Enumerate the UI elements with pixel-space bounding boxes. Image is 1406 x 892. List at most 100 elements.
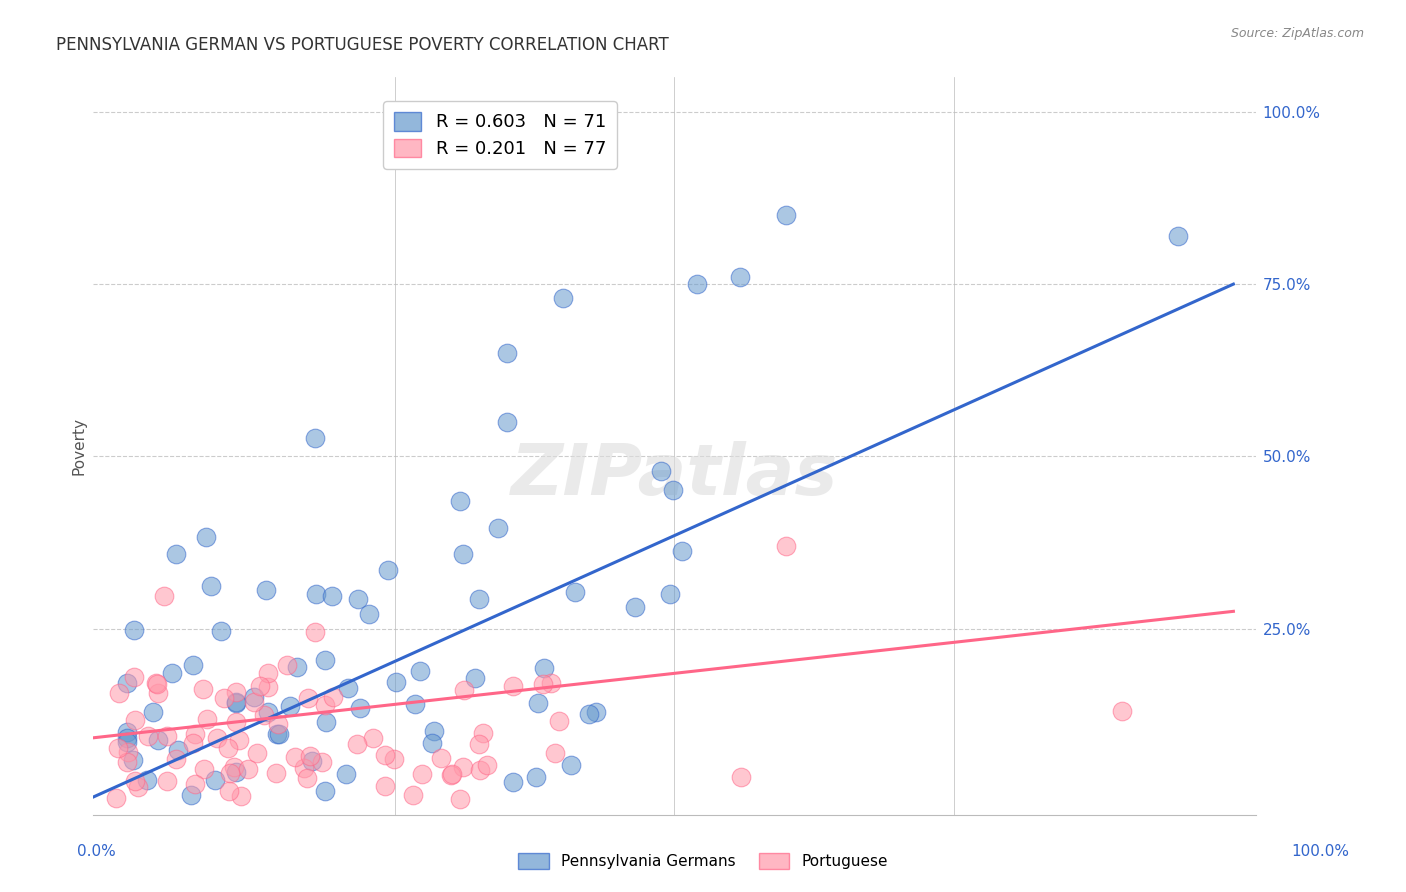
Pennsylvania Germans — [564, 585, 586, 599]
Pennsylvania Germans — [349, 700, 371, 714]
Portuguese — [361, 731, 384, 746]
Portuguese — [440, 768, 463, 782]
Pennsylvania Germans — [527, 696, 550, 710]
Pennsylvania Germans — [165, 547, 187, 561]
Portuguese — [184, 727, 207, 741]
Legend: Pennsylvania Germans, Portuguese: Pennsylvania Germans, Portuguese — [512, 847, 894, 875]
Portuguese — [246, 746, 269, 760]
Text: Source: ZipAtlas.com: Source: ZipAtlas.com — [1230, 27, 1364, 40]
Portuguese — [256, 666, 278, 681]
Pennsylvania Germans — [464, 671, 486, 685]
Portuguese — [222, 760, 245, 774]
Pennsylvania Germans — [278, 699, 301, 714]
Portuguese — [468, 763, 491, 777]
Portuguese — [314, 698, 336, 712]
Portuguese — [264, 765, 287, 780]
Portuguese — [382, 752, 405, 766]
Pennsylvania Germans — [346, 591, 368, 606]
Pennsylvania Germans — [225, 696, 247, 710]
Pennsylvania Germans — [304, 431, 326, 445]
Portuguese — [124, 773, 146, 788]
Pennsylvania Germans — [301, 754, 323, 768]
Portuguese — [430, 751, 453, 765]
Pennsylvania Germans — [524, 770, 547, 784]
Portuguese — [304, 625, 326, 640]
Pennsylvania Germans — [359, 607, 381, 621]
Pennsylvania Germans — [225, 765, 247, 780]
Portuguese — [108, 686, 131, 700]
Pennsylvania Germans — [209, 624, 232, 639]
Pennsylvania Germans — [180, 788, 202, 802]
Pennsylvania Germans — [468, 592, 491, 607]
Portuguese — [276, 658, 298, 673]
Portuguese — [249, 679, 271, 693]
Pennsylvania Germans — [420, 736, 443, 750]
Portuguese — [197, 712, 219, 726]
Portuguese — [544, 746, 567, 760]
Pennsylvania Germans — [122, 624, 145, 638]
Pennsylvania Germans — [337, 681, 360, 695]
Pennsylvania Germans — [122, 753, 145, 767]
Portuguese — [411, 766, 433, 780]
Pennsylvania Germans — [148, 733, 170, 747]
Pennsylvania Germans — [242, 690, 264, 705]
Pennsylvania Germans — [142, 705, 165, 719]
Portuguese — [117, 745, 139, 759]
Pennsylvania Germans — [314, 653, 336, 667]
Text: ZIPatlas: ZIPatlas — [510, 441, 838, 510]
Portuguese — [283, 749, 305, 764]
Portuguese — [165, 752, 187, 766]
Pennsylvania Germans — [623, 600, 645, 615]
Pennsylvania Germans — [560, 758, 582, 772]
Pennsylvania Germans — [315, 714, 337, 729]
Portuguese — [127, 780, 149, 795]
Pennsylvania Germans — [269, 727, 291, 741]
Pennsylvania Germans — [686, 277, 709, 292]
Pennsylvania Germans — [495, 346, 517, 360]
Pennsylvania Germans — [115, 675, 138, 690]
Pennsylvania Germans — [335, 767, 357, 781]
Portuguese — [148, 686, 170, 700]
Pennsylvania Germans — [662, 483, 685, 497]
Portuguese — [441, 767, 464, 781]
Portuguese — [322, 690, 344, 705]
Portuguese — [502, 679, 524, 693]
Portuguese — [229, 789, 252, 803]
Portuguese — [548, 714, 571, 728]
Legend: R = 0.603   N = 71, R = 0.201   N = 77: R = 0.603 N = 71, R = 0.201 N = 77 — [384, 101, 617, 169]
Text: 0.0%: 0.0% — [77, 845, 117, 859]
Pennsylvania Germans — [257, 705, 280, 719]
Portuguese — [218, 784, 240, 798]
Pennsylvania Germans — [423, 723, 446, 738]
Portuguese — [228, 733, 250, 747]
Portuguese — [184, 777, 207, 791]
Pennsylvania Germans — [409, 664, 432, 678]
Portuguese — [297, 691, 319, 706]
Pennsylvania Germans — [775, 208, 797, 222]
Pennsylvania Germans — [117, 725, 139, 739]
Portuguese — [236, 762, 259, 776]
Pennsylvania Germans — [195, 531, 218, 545]
Pennsylvania Germans — [449, 493, 471, 508]
Portuguese — [225, 684, 247, 698]
Portuguese — [105, 790, 128, 805]
Portuguese — [146, 677, 169, 691]
Pennsylvania Germans — [117, 734, 139, 748]
Portuguese — [219, 766, 242, 780]
Pennsylvania Germans — [578, 706, 600, 721]
Portuguese — [453, 683, 475, 698]
Portuguese — [292, 761, 315, 775]
Pennsylvania Germans — [671, 544, 693, 558]
Pennsylvania Germans — [136, 772, 159, 787]
Pennsylvania Germans — [551, 291, 574, 305]
Portuguese — [475, 758, 498, 772]
Portuguese — [775, 539, 797, 553]
Portuguese — [1111, 704, 1133, 718]
Portuguese — [468, 737, 491, 751]
Pennsylvania Germans — [385, 675, 408, 690]
Portuguese — [152, 589, 174, 603]
Pennsylvania Germans — [650, 465, 672, 479]
Portuguese — [193, 762, 215, 776]
Portuguese — [217, 741, 239, 756]
Portuguese — [212, 690, 235, 705]
